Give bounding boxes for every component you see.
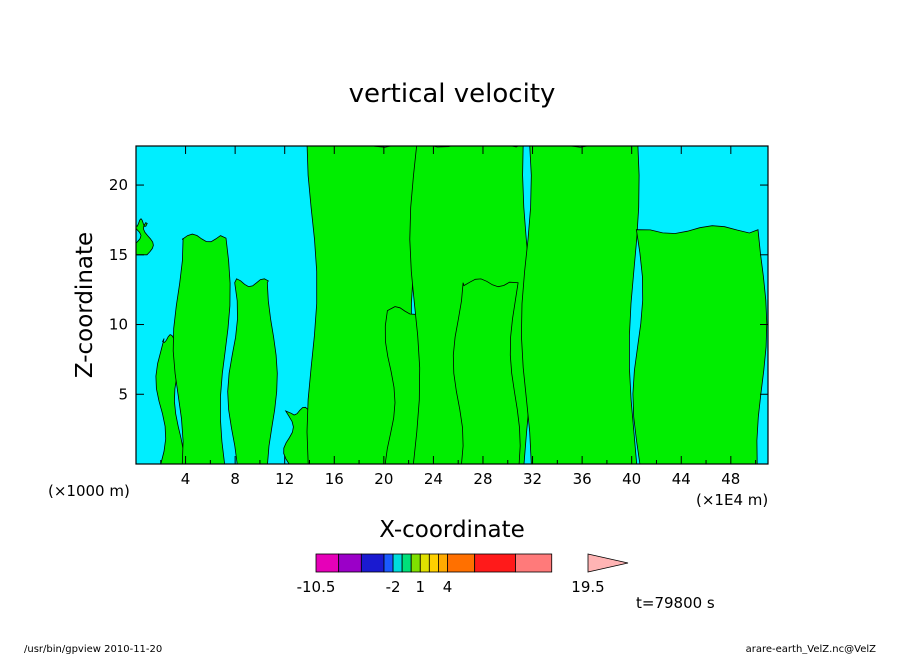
plot-frame: [135, 145, 769, 465]
positive-region: [520, 146, 640, 464]
colorbar-segment: [383, 553, 394, 573]
y-axis-label: Z-coordinate: [72, 232, 98, 378]
colorbar-extend-arrow: [587, 553, 629, 573]
x-tick-label: 12: [275, 470, 294, 488]
colorbar-label: 4: [443, 578, 453, 596]
x-tick-label: 44: [672, 470, 691, 488]
colorbar-segment: [410, 553, 421, 573]
colorbar: [315, 553, 629, 573]
colorbar-segment: [515, 553, 553, 573]
footer-right: arare-earth_VelZ.nc@VelZ: [746, 644, 877, 654]
colorbar-segment: [447, 553, 476, 573]
colorbar-segment: [360, 553, 385, 573]
x-axis-label: X-coordinate: [379, 517, 525, 543]
x-tick-label: 48: [721, 470, 740, 488]
colorbar-segment: [401, 553, 412, 573]
colorbar-label: -10.5: [297, 578, 336, 596]
y-tick-label: 5: [118, 385, 128, 403]
chart-title: vertical velocity: [349, 79, 556, 109]
x-axis: 4 8 12 16 20 24 28 32 36 40 44 48: [160, 146, 757, 488]
x-tick-label: 24: [424, 470, 443, 488]
colorbar-segment: [315, 553, 340, 573]
x-tick-label: 8: [230, 470, 240, 488]
y-tick-label: 10: [109, 316, 128, 334]
colorbar-segment: [474, 553, 516, 573]
x-tick-label: 40: [622, 470, 641, 488]
y-tick-label: 20: [109, 176, 128, 194]
x-tick-label: 16: [325, 470, 344, 488]
colorbar-segment: [437, 553, 448, 573]
x-scale-label: (×1E4 m): [696, 491, 768, 509]
footer-left: /usr/bin/gpview 2010-11-20: [24, 644, 162, 654]
positive-region: [632, 225, 768, 464]
colorbar-label: 1: [415, 578, 425, 596]
positive-region: [136, 218, 154, 256]
colorbar-segment: [338, 553, 362, 573]
colorbar-segment: [392, 553, 403, 573]
colorbar-labels: -10.5 -2 1 4 19.5: [297, 578, 605, 596]
colorbar-label: 19.5: [571, 578, 604, 596]
plot-area: [136, 146, 768, 464]
positive-region: [227, 278, 278, 464]
colorbar-label: -2: [386, 578, 401, 596]
positive-region: [452, 278, 521, 464]
x-tick-label: 32: [523, 470, 542, 488]
colorbar-segment: [419, 553, 430, 573]
x-tick-label: 36: [573, 470, 592, 488]
x-tick-label: 28: [473, 470, 492, 488]
colorbar-segment: [428, 553, 439, 573]
x-tick-label: 20: [374, 470, 393, 488]
x-tick-label: 4: [181, 470, 191, 488]
time-label: t=79800 s: [636, 594, 715, 612]
y-axis: 5 10 15 20: [109, 176, 768, 403]
positive-region: [172, 233, 231, 464]
x-unit-label: (×1000 m): [48, 482, 130, 500]
y-tick-label: 15: [109, 246, 128, 264]
